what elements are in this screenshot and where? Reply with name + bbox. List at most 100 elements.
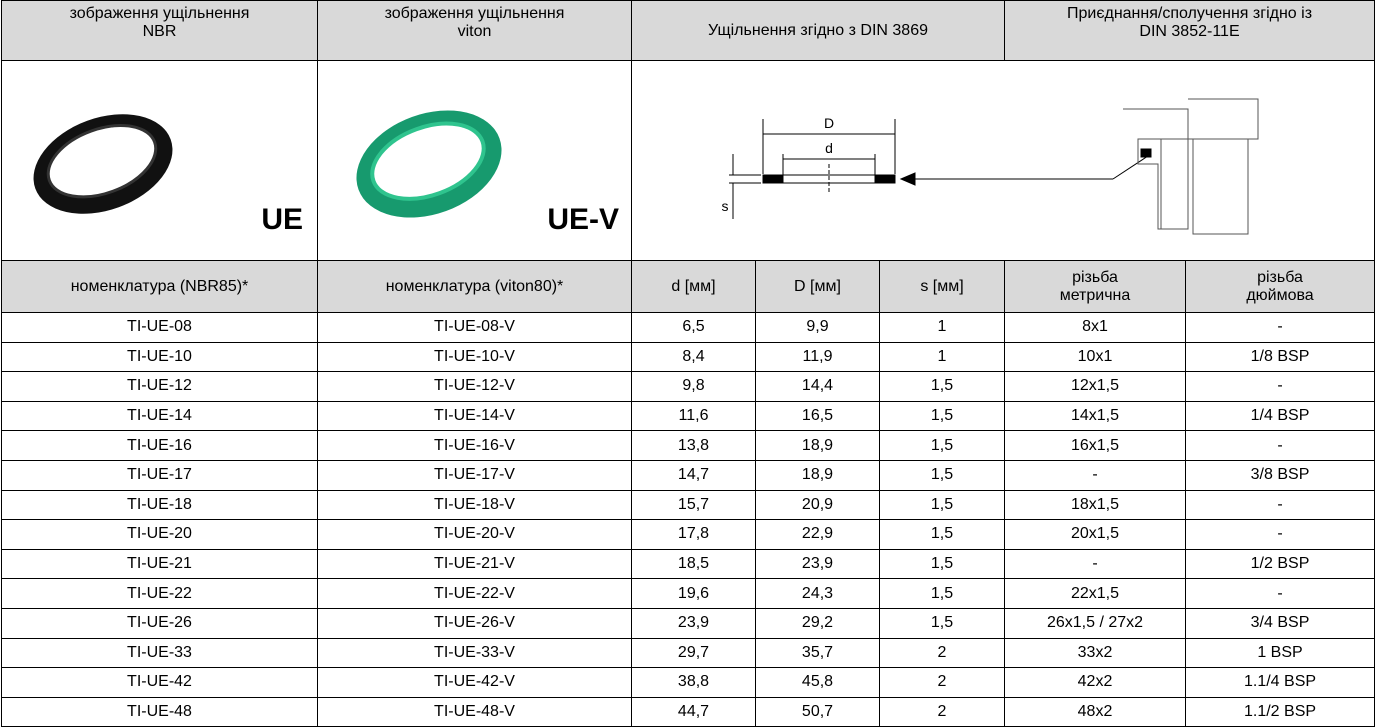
cell: TI-UE-17 [2, 460, 318, 490]
column-header-row: номенклатура (NBR85)*номенклатура (viton… [2, 261, 1375, 313]
cell: 2 [880, 697, 1005, 727]
cell: - [1005, 460, 1186, 490]
cell: 14x1,5 [1005, 401, 1186, 431]
cell: 23,9 [632, 608, 756, 638]
cell: TI-UE-14 [2, 401, 318, 431]
cell: TI-UE-48 [2, 697, 318, 727]
cell: TI-UE-22 [2, 579, 318, 609]
cell: - [1186, 520, 1375, 550]
cell: 18x1,5 [1005, 490, 1186, 520]
cell: TI-UE-10-V [318, 342, 632, 372]
cell: 1.1/4 BSP [1186, 668, 1375, 698]
seal-label: UE-V [547, 203, 619, 236]
cell: 1,5 [880, 401, 1005, 431]
page: {"header":["зображення ущільнення\nNBR",… [0, 0, 1375, 709]
cell: TI-UE-10 [2, 342, 318, 372]
cell: - [1186, 579, 1375, 609]
header-cell: Приєднання/сполучення згідно із DIN 3852… [1005, 1, 1375, 61]
column-header: номенклатура (NBR85)* [2, 261, 318, 313]
nbr-seal-image: UE [3, 79, 317, 255]
cell: 20,9 [756, 490, 880, 520]
cell: TI-UE-20 [2, 520, 318, 550]
column-header: D [мм] [756, 261, 880, 313]
cell: 15,7 [632, 490, 756, 520]
cell: 22x1,5 [1005, 579, 1186, 609]
cell: 1/8 BSP [1186, 342, 1375, 372]
cell: 1,5 [880, 549, 1005, 579]
cell: 45,8 [756, 668, 880, 698]
cell: 6,5 [632, 313, 756, 343]
cell: 24,3 [756, 579, 880, 609]
cell: 26x1,5 / 27x2 [1005, 608, 1186, 638]
cell: 1 [880, 342, 1005, 372]
cell: 1/2 BSP [1186, 549, 1375, 579]
cell: TI-UE-08 [2, 313, 318, 343]
column-header: d [мм] [632, 261, 756, 313]
cell: 11,9 [756, 342, 880, 372]
cell: 14,7 [632, 460, 756, 490]
cell: TI-UE-21 [2, 549, 318, 579]
header-cell: Ущільнення згідно з DIN 3869 [632, 1, 1005, 61]
cell: 29,2 [756, 608, 880, 638]
cell: 1,5 [880, 372, 1005, 402]
cell: 38,8 [632, 668, 756, 698]
cell: 17,8 [632, 520, 756, 550]
header-cell: зображення ущільнення viton [318, 1, 632, 61]
cell: TI-UE-18 [2, 490, 318, 520]
cell: TI-UE-21-V [318, 549, 632, 579]
cell: TI-UE-33-V [318, 638, 632, 668]
cell: 3/4 BSP [1186, 608, 1375, 638]
dimension-label: s [721, 198, 728, 214]
cell: 44,7 [632, 697, 756, 727]
column-header: номенклатура (viton80)* [318, 261, 632, 313]
cell: 50,7 [756, 697, 880, 727]
cell: 16,5 [756, 401, 880, 431]
cell: TI-UE-20-V [318, 520, 632, 550]
cell: TI-UE-42 [2, 668, 318, 698]
cell: 1.1/2 BSP [1186, 697, 1375, 727]
cell: 1,5 [880, 460, 1005, 490]
cell: TI-UE-26-V [318, 608, 632, 638]
header-row: зображення ущільнення NBR зображення ущі… [2, 1, 1375, 61]
column-header: різьба дюймова [1186, 261, 1375, 313]
cell: - [1186, 490, 1375, 520]
cell: 18,9 [756, 460, 880, 490]
cell: TI-UE-12-V [318, 372, 632, 402]
seal-label: UE [261, 203, 303, 236]
cell: TI-UE-48-V [318, 697, 632, 727]
seal-table: зображення ущільнення NBR зображення ущі… [1, 0, 1375, 727]
cell: 1,5 [880, 579, 1005, 609]
cell: TI-UE-16-V [318, 431, 632, 461]
cell: TI-UE-16 [2, 431, 318, 461]
cell: 14,4 [756, 372, 880, 402]
column-header: різьба метрична [1005, 261, 1186, 313]
column-header: s [мм] [880, 261, 1005, 313]
cell: 3/8 BSP [1186, 460, 1375, 490]
cell: 18,9 [756, 431, 880, 461]
cell: 1 BSP [1186, 638, 1375, 668]
viton-seal-image: UE-V [319, 79, 631, 255]
cell: 33x2 [1005, 638, 1186, 668]
image-row: UE UE-V D d s [2, 61, 1375, 261]
dimension-label: d [825, 140, 833, 156]
cell: TI-UE-08-V [318, 313, 632, 343]
cell: 9,8 [632, 372, 756, 402]
seal-diagram: D d s [633, 79, 1374, 255]
cell: 1/4 BSP [1186, 401, 1375, 431]
image-cell: UE-V [318, 61, 632, 261]
image-cell: UE [2, 61, 318, 261]
cell: 22,9 [756, 520, 880, 550]
header-cell: зображення ущільнення NBR [2, 1, 318, 61]
cell: 42x2 [1005, 668, 1186, 698]
